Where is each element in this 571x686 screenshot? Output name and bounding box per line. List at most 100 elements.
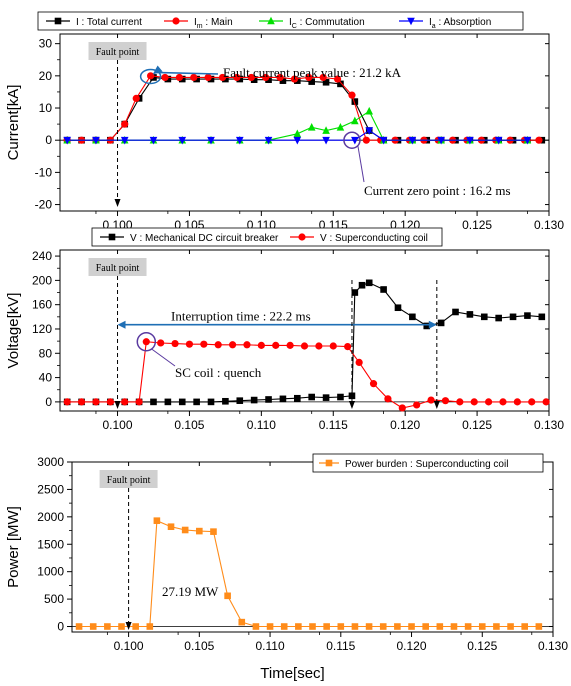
data-point [135,398,143,406]
series-line-4 [67,129,528,141]
data-point [167,523,175,531]
data-point [365,279,373,287]
data-point [262,73,270,82]
data-point [394,304,402,312]
data-point [441,397,450,405]
data-point [305,73,313,82]
peak-ellipse [139,68,162,85]
x-tick-label: 0.120 [390,418,420,432]
x-tick-label: 0.110 [255,639,284,653]
data-point [252,623,260,630]
data-point [365,623,373,630]
x-tick-label: 0.130 [534,218,564,232]
data-point [193,398,200,406]
data-point [290,75,299,83]
data-point [63,136,71,145]
fault-label: Fault point [96,263,140,274]
data-point [365,106,374,115]
data-point [307,123,316,131]
data-point [470,398,478,406]
data-point [210,528,217,535]
legend-marker [267,16,275,25]
data-point [300,342,309,350]
y-axis-label: Current[kA] [5,85,22,161]
x-tick-label: 0.125 [462,218,492,232]
legend-label: Power burden : Superconducting coil [345,459,508,470]
legend-box [312,453,544,473]
data-point [344,343,352,351]
legend-label: Im : Main [194,17,233,30]
data-point [257,341,265,349]
data-point [322,126,330,134]
y-tick-label: 200 [32,273,52,287]
data-point [121,120,129,128]
data-point [466,136,474,145]
data-point [480,313,488,321]
x-tick-label: 0.125 [467,639,497,653]
data-point [279,77,287,84]
x-tick-label: 0.130 [538,639,568,653]
data-point [509,313,517,321]
chart-panel-1: 0.100 0.105 0.110 0.115 0.120 0.125 0.130-20-1… [5,11,564,232]
data-point [279,395,287,403]
data-point [538,313,546,321]
data-point [293,136,302,145]
data-point [351,289,359,296]
fault-label: Fault point [107,475,151,486]
data-point [521,623,529,630]
data-point [355,358,363,366]
data-point [175,73,183,82]
data-point [200,340,208,348]
peak-arrowhead [152,65,163,75]
data-point [92,398,100,406]
series-group [63,72,546,145]
y-tick-label: 40 [39,371,53,385]
plot-frame [59,249,550,412]
data-point [181,526,189,534]
data-point [466,311,474,318]
data-point [422,623,429,630]
x-tick-label: 0.130 [534,418,564,432]
data-point [238,618,246,626]
x-tick-label: 0.105 [184,639,214,653]
peak-arrow [154,71,219,75]
data-point [120,136,129,145]
x-tick-label: 0.125 [462,418,492,432]
data-point [149,136,158,145]
fault-arrow [114,199,121,207]
data-point [523,136,532,145]
legend-label: V : Mechanical DC circuit breaker [130,233,279,244]
data-point [423,322,431,330]
data-point [315,342,323,350]
data-point [358,281,366,289]
data-point [384,395,392,403]
data-point [535,623,543,630]
y-tick-label: -20 [35,198,53,212]
x-tick-label: 0.110 [247,418,276,432]
data-point [228,341,237,349]
data-point [265,396,272,403]
data-point [272,341,280,349]
data-point [380,286,387,293]
data-point [236,397,244,404]
annotations: Interruption time : 22.2 ms SC coil : que… [117,280,440,409]
data-point [528,398,536,406]
interruption-arrowhead-right [428,320,437,329]
x-tick-label: 0.100 [114,639,144,653]
fault-label-box [88,258,147,276]
data-point [75,623,83,630]
annotations: Fault current peak value : 21.2 kA Curren… [139,65,511,198]
data-point [250,396,258,404]
data-point [464,623,472,630]
data-point [146,623,154,630]
data-point [294,394,301,402]
peak-annotation: Fault current peak value : 21.2 kA [223,65,402,80]
data-point [171,339,179,348]
data-point [379,623,387,630]
data-point [351,623,359,630]
fault-label: Fault point [96,47,140,58]
data-point [494,136,503,145]
data-point [351,98,359,105]
quench-ellipse [136,331,157,352]
